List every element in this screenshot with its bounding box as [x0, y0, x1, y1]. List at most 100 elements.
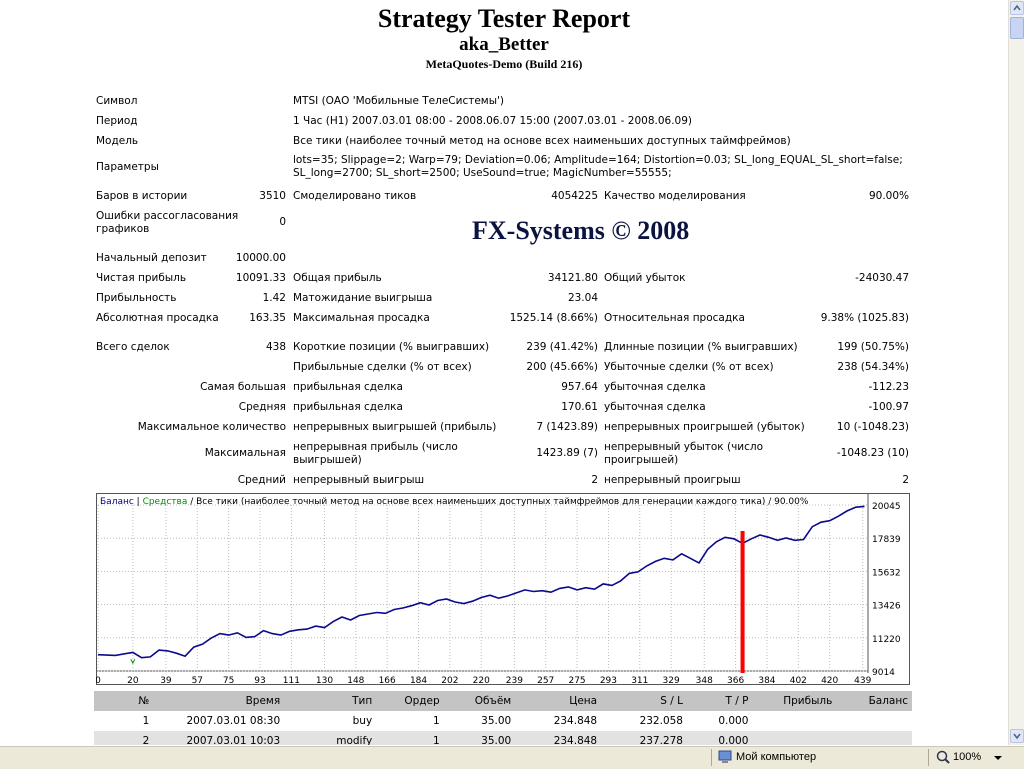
column-header: Цена	[515, 691, 602, 711]
avg-consec-losses-label: непрерывный проигрыш	[604, 474, 741, 486]
short-value: 239 (41.42%)	[526, 341, 598, 353]
column-header: T / P	[686, 691, 753, 711]
x-tick-label: 293	[600, 676, 617, 685]
table-cell: 234.848	[515, 731, 602, 745]
scroll-down-button[interactable]	[1010, 729, 1024, 743]
long-value: 199 (50.75%)	[837, 341, 909, 353]
x-tick-label: 202	[441, 676, 458, 685]
loss-trades-value: 238 (54.34%)	[837, 361, 909, 373]
ticks-value: 4054225	[551, 190, 598, 202]
legend-description: / Все тики (наиболее точный метод на осн…	[187, 497, 809, 507]
bars-label: Баров в истории	[96, 190, 188, 202]
average-loss-value: -100.97	[868, 401, 909, 413]
max-consec-profit-label: непрерывная прибыль (число выигрышей)	[293, 441, 458, 466]
x-tick-label: 130	[316, 676, 333, 685]
zone-label: Мой компьютер	[736, 751, 817, 763]
average-label: Средняя	[238, 401, 286, 413]
abs-dd-label: Абсолютная просадка	[96, 312, 219, 324]
column-header: Прибыль	[752, 691, 837, 711]
max-dd-label: Максимальная просадка	[293, 312, 430, 324]
mismatch-label: Ошибки рассогласования графиков	[96, 210, 239, 235]
gross-profit-value: 34121.80	[547, 272, 598, 284]
average-profit-value: 170.61	[561, 401, 598, 413]
table-row: 2 2007.03.01 10:03 modify 1 35.00 234.848 237.…	[94, 731, 912, 745]
watermark-text: FX-Systems © 2008	[472, 216, 690, 245]
table-cell: 234.848	[553, 715, 598, 727]
legend-equity: Средства	[143, 497, 188, 507]
x-tick-label: 166	[379, 676, 396, 685]
total-label: Всего сделок	[96, 341, 170, 353]
max-dd-value: 1525.14 (8.66%)	[509, 312, 598, 324]
table-cell: modify	[284, 731, 377, 745]
scroll-thumb[interactable]	[1010, 17, 1024, 39]
status-bar: Мой компьютер 100%	[0, 745, 1024, 769]
y-tick-label: 9014	[872, 668, 895, 678]
x-tick-label: 420	[821, 676, 838, 685]
x-tick-label: 311	[631, 676, 648, 685]
computer-icon	[718, 750, 732, 763]
report-page: Strategy Tester Report aka_Better MetaQu…	[94, 4, 912, 745]
vertical-scrollbar[interactable]	[1008, 0, 1024, 745]
max-consec-losses-label: непрерывных проигрышей (убыток)	[604, 421, 805, 433]
x-tick-label: 439	[854, 676, 871, 685]
table-cell: 35.00	[481, 715, 512, 727]
avg-label: Средний	[237, 474, 286, 486]
chart-legend: Баланс | Средства / Все тики (наиболее т…	[100, 497, 809, 507]
net-label: Чистая прибыль	[96, 272, 187, 284]
report-title: Strategy Tester Report	[377, 4, 631, 33]
long-label: Длинные позиции (% выигравших)	[604, 341, 798, 353]
y-tick-label: 20045	[872, 502, 901, 512]
x-tick-label: 275	[568, 676, 585, 685]
short-label: Короткие позиции (% выигравших)	[293, 341, 490, 353]
x-tick-label: 329	[663, 676, 680, 685]
scroll-down-arrow-icon	[1013, 733, 1021, 740]
table-cell: 2007.03.01 08:30	[186, 715, 281, 727]
total-value: 438	[265, 341, 286, 353]
table-cell: 1	[376, 731, 444, 745]
symbol-value: MTSI (ОАО 'Мобильные ТелеСистемы')	[293, 95, 504, 107]
table-cell	[752, 711, 836, 731]
y-tick-label: 17839	[872, 535, 901, 545]
table-cell: 2007.03.01 10:03	[153, 731, 285, 745]
avg-consec-wins-value: 2	[591, 474, 598, 486]
largest-loss-value: -112.23	[868, 381, 909, 393]
column-header: S / L	[601, 691, 687, 711]
max-consec-losses-value: 10 (-1048.23)	[836, 421, 909, 433]
y-tick-label: 11220	[872, 635, 901, 645]
bars-value: 3510	[259, 190, 286, 202]
equity-marker	[130, 658, 136, 665]
max-consec-loss-value: -1048.23 (10)	[836, 447, 909, 459]
table-cell: 0.000	[718, 715, 749, 727]
abs-dd-value: 163.35	[249, 312, 286, 324]
mismatch-value: 0	[279, 216, 286, 228]
table-cell: 232.058	[639, 715, 683, 727]
x-tick-label: 57	[192, 676, 203, 685]
period-value: 1 Час (H1) 2007.03.01 08:00 - 2008.06.07…	[293, 115, 692, 127]
largest-profit-label: прибыльная сделка	[293, 381, 403, 393]
zoom-value: 100%	[953, 751, 982, 763]
avg-consec-wins-label: непрерывный выигрыш	[293, 474, 425, 486]
x-tick-label: 0	[96, 676, 101, 685]
table-cell	[836, 731, 912, 745]
scroll-up-button[interactable]	[1010, 1, 1024, 15]
expected-value: 23.04	[567, 292, 598, 304]
largest-loss-label: убыточная сделка	[604, 381, 706, 393]
max-consec-profit-value: 1423.89 (7)	[536, 447, 598, 459]
expected-label: Матожидание выигрыша	[293, 292, 433, 304]
column-header: Объём	[443, 691, 516, 711]
quality-value: 90.00%	[868, 190, 909, 202]
net-value: 10091.33	[235, 272, 286, 284]
average-loss-label: убыточная сделка	[604, 401, 706, 413]
column-header: Время	[153, 691, 285, 711]
chart-frame	[96, 493, 910, 685]
x-tick-label: 384	[758, 676, 775, 685]
x-tick-label: 111	[283, 676, 300, 685]
x-tick-label: 239	[506, 676, 523, 685]
max-consec-wins-value: 7 (1423.89)	[536, 421, 598, 433]
table-cell	[752, 731, 837, 745]
x-tick-label: 148	[347, 676, 364, 685]
period-label: Период	[96, 115, 138, 127]
symbol-label: Символ	[96, 95, 138, 107]
zoom-section[interactable]: 100%	[928, 749, 1023, 766]
model-label: Модель	[96, 135, 139, 147]
